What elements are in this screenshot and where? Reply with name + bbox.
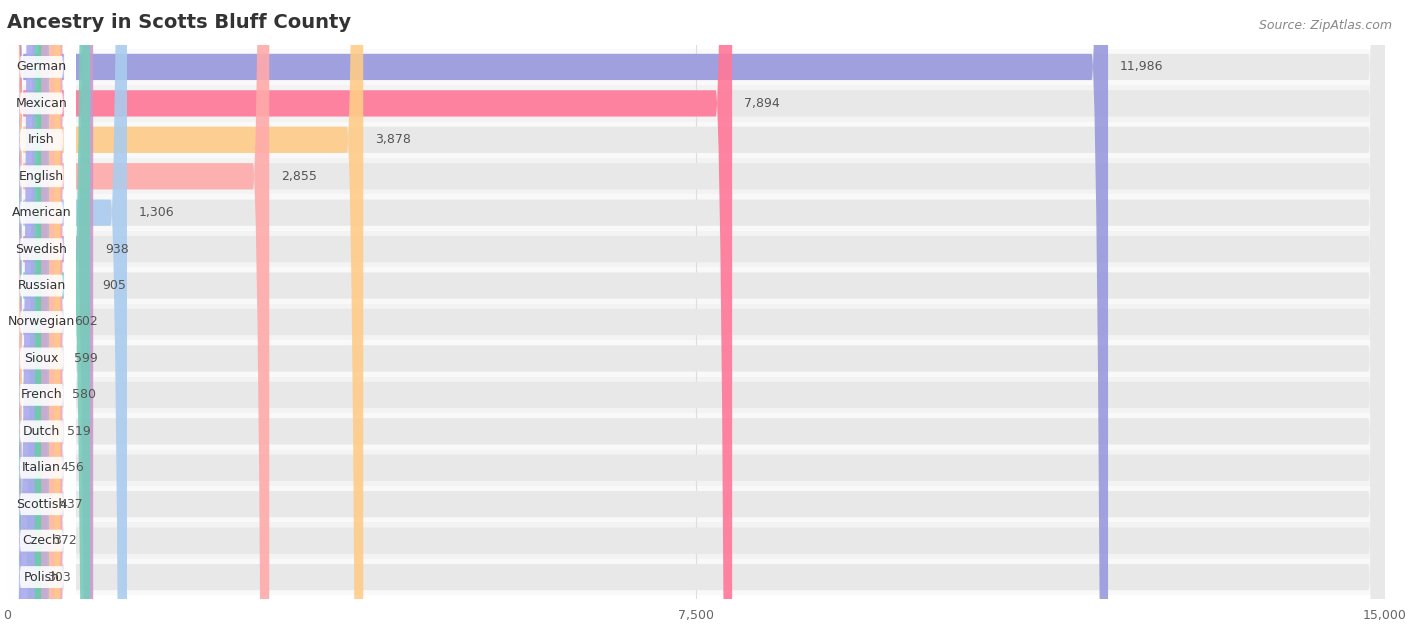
- FancyBboxPatch shape: [7, 0, 76, 644]
- Text: Scottish: Scottish: [17, 498, 66, 511]
- Bar: [7, 559, 1385, 595]
- Text: 303: 303: [46, 571, 70, 583]
- FancyBboxPatch shape: [7, 0, 76, 644]
- FancyBboxPatch shape: [7, 0, 363, 644]
- FancyBboxPatch shape: [7, 0, 76, 644]
- FancyBboxPatch shape: [7, 0, 1385, 644]
- FancyBboxPatch shape: [7, 0, 76, 644]
- Bar: [7, 49, 1385, 85]
- Text: 11,986: 11,986: [1121, 61, 1164, 73]
- Bar: [7, 486, 1385, 522]
- FancyBboxPatch shape: [7, 0, 35, 644]
- Text: Polish: Polish: [24, 571, 59, 583]
- FancyBboxPatch shape: [7, 0, 1385, 644]
- FancyBboxPatch shape: [7, 0, 90, 644]
- FancyBboxPatch shape: [7, 0, 76, 644]
- Bar: [7, 158, 1385, 194]
- Text: 602: 602: [75, 316, 98, 328]
- Text: 580: 580: [72, 388, 96, 401]
- FancyBboxPatch shape: [7, 0, 1385, 644]
- Bar: [7, 122, 1385, 158]
- Text: Russian: Russian: [17, 279, 66, 292]
- FancyBboxPatch shape: [7, 0, 76, 644]
- Text: Italian: Italian: [22, 461, 60, 474]
- Text: 437: 437: [59, 498, 83, 511]
- Bar: [7, 304, 1385, 340]
- FancyBboxPatch shape: [7, 0, 127, 644]
- FancyBboxPatch shape: [7, 0, 1108, 644]
- Bar: [7, 340, 1385, 377]
- FancyBboxPatch shape: [7, 0, 41, 644]
- Bar: [7, 85, 1385, 122]
- Bar: [7, 450, 1385, 486]
- FancyBboxPatch shape: [7, 0, 733, 644]
- FancyBboxPatch shape: [7, 0, 55, 644]
- FancyBboxPatch shape: [7, 0, 1385, 644]
- FancyBboxPatch shape: [7, 0, 1385, 644]
- Bar: [7, 413, 1385, 450]
- FancyBboxPatch shape: [7, 0, 76, 644]
- FancyBboxPatch shape: [7, 0, 76, 644]
- Text: 456: 456: [60, 461, 84, 474]
- Bar: [7, 194, 1385, 231]
- Text: 905: 905: [103, 279, 127, 292]
- FancyBboxPatch shape: [7, 0, 270, 644]
- FancyBboxPatch shape: [7, 0, 1385, 644]
- FancyBboxPatch shape: [7, 0, 93, 644]
- Text: German: German: [17, 61, 66, 73]
- Text: French: French: [21, 388, 62, 401]
- Text: Norwegian: Norwegian: [8, 316, 75, 328]
- FancyBboxPatch shape: [7, 0, 76, 644]
- Text: Sioux: Sioux: [24, 352, 59, 365]
- FancyBboxPatch shape: [7, 0, 76, 644]
- FancyBboxPatch shape: [7, 0, 1385, 644]
- Text: Source: ZipAtlas.com: Source: ZipAtlas.com: [1258, 19, 1392, 32]
- FancyBboxPatch shape: [7, 0, 76, 644]
- FancyBboxPatch shape: [7, 0, 76, 644]
- Text: 3,878: 3,878: [375, 133, 411, 146]
- FancyBboxPatch shape: [7, 0, 48, 644]
- FancyBboxPatch shape: [7, 0, 1385, 644]
- Text: Czech: Czech: [22, 534, 60, 547]
- FancyBboxPatch shape: [7, 0, 1385, 644]
- Text: 2,855: 2,855: [281, 170, 318, 183]
- FancyBboxPatch shape: [7, 0, 1385, 644]
- Text: 938: 938: [105, 243, 129, 256]
- Text: Irish: Irish: [28, 133, 55, 146]
- Text: English: English: [18, 170, 65, 183]
- FancyBboxPatch shape: [7, 0, 60, 644]
- FancyBboxPatch shape: [7, 0, 1385, 644]
- Text: Dutch: Dutch: [22, 425, 60, 438]
- Text: 1,306: 1,306: [139, 206, 174, 219]
- Text: Ancestry in Scotts Bluff County: Ancestry in Scotts Bluff County: [7, 14, 351, 32]
- Text: 599: 599: [75, 352, 98, 365]
- Text: 7,894: 7,894: [744, 97, 780, 110]
- Bar: [7, 522, 1385, 559]
- FancyBboxPatch shape: [7, 0, 1385, 644]
- FancyBboxPatch shape: [7, 0, 1385, 644]
- Text: 519: 519: [66, 425, 90, 438]
- Text: 372: 372: [53, 534, 77, 547]
- FancyBboxPatch shape: [7, 0, 62, 644]
- FancyBboxPatch shape: [7, 0, 76, 644]
- Text: American: American: [11, 206, 72, 219]
- Bar: [7, 377, 1385, 413]
- Bar: [7, 267, 1385, 304]
- Bar: [7, 231, 1385, 267]
- FancyBboxPatch shape: [7, 0, 1385, 644]
- FancyBboxPatch shape: [7, 0, 1385, 644]
- FancyBboxPatch shape: [7, 0, 62, 644]
- FancyBboxPatch shape: [7, 0, 76, 644]
- Text: Swedish: Swedish: [15, 243, 67, 256]
- Text: Mexican: Mexican: [15, 97, 67, 110]
- FancyBboxPatch shape: [7, 0, 49, 644]
- FancyBboxPatch shape: [7, 0, 76, 644]
